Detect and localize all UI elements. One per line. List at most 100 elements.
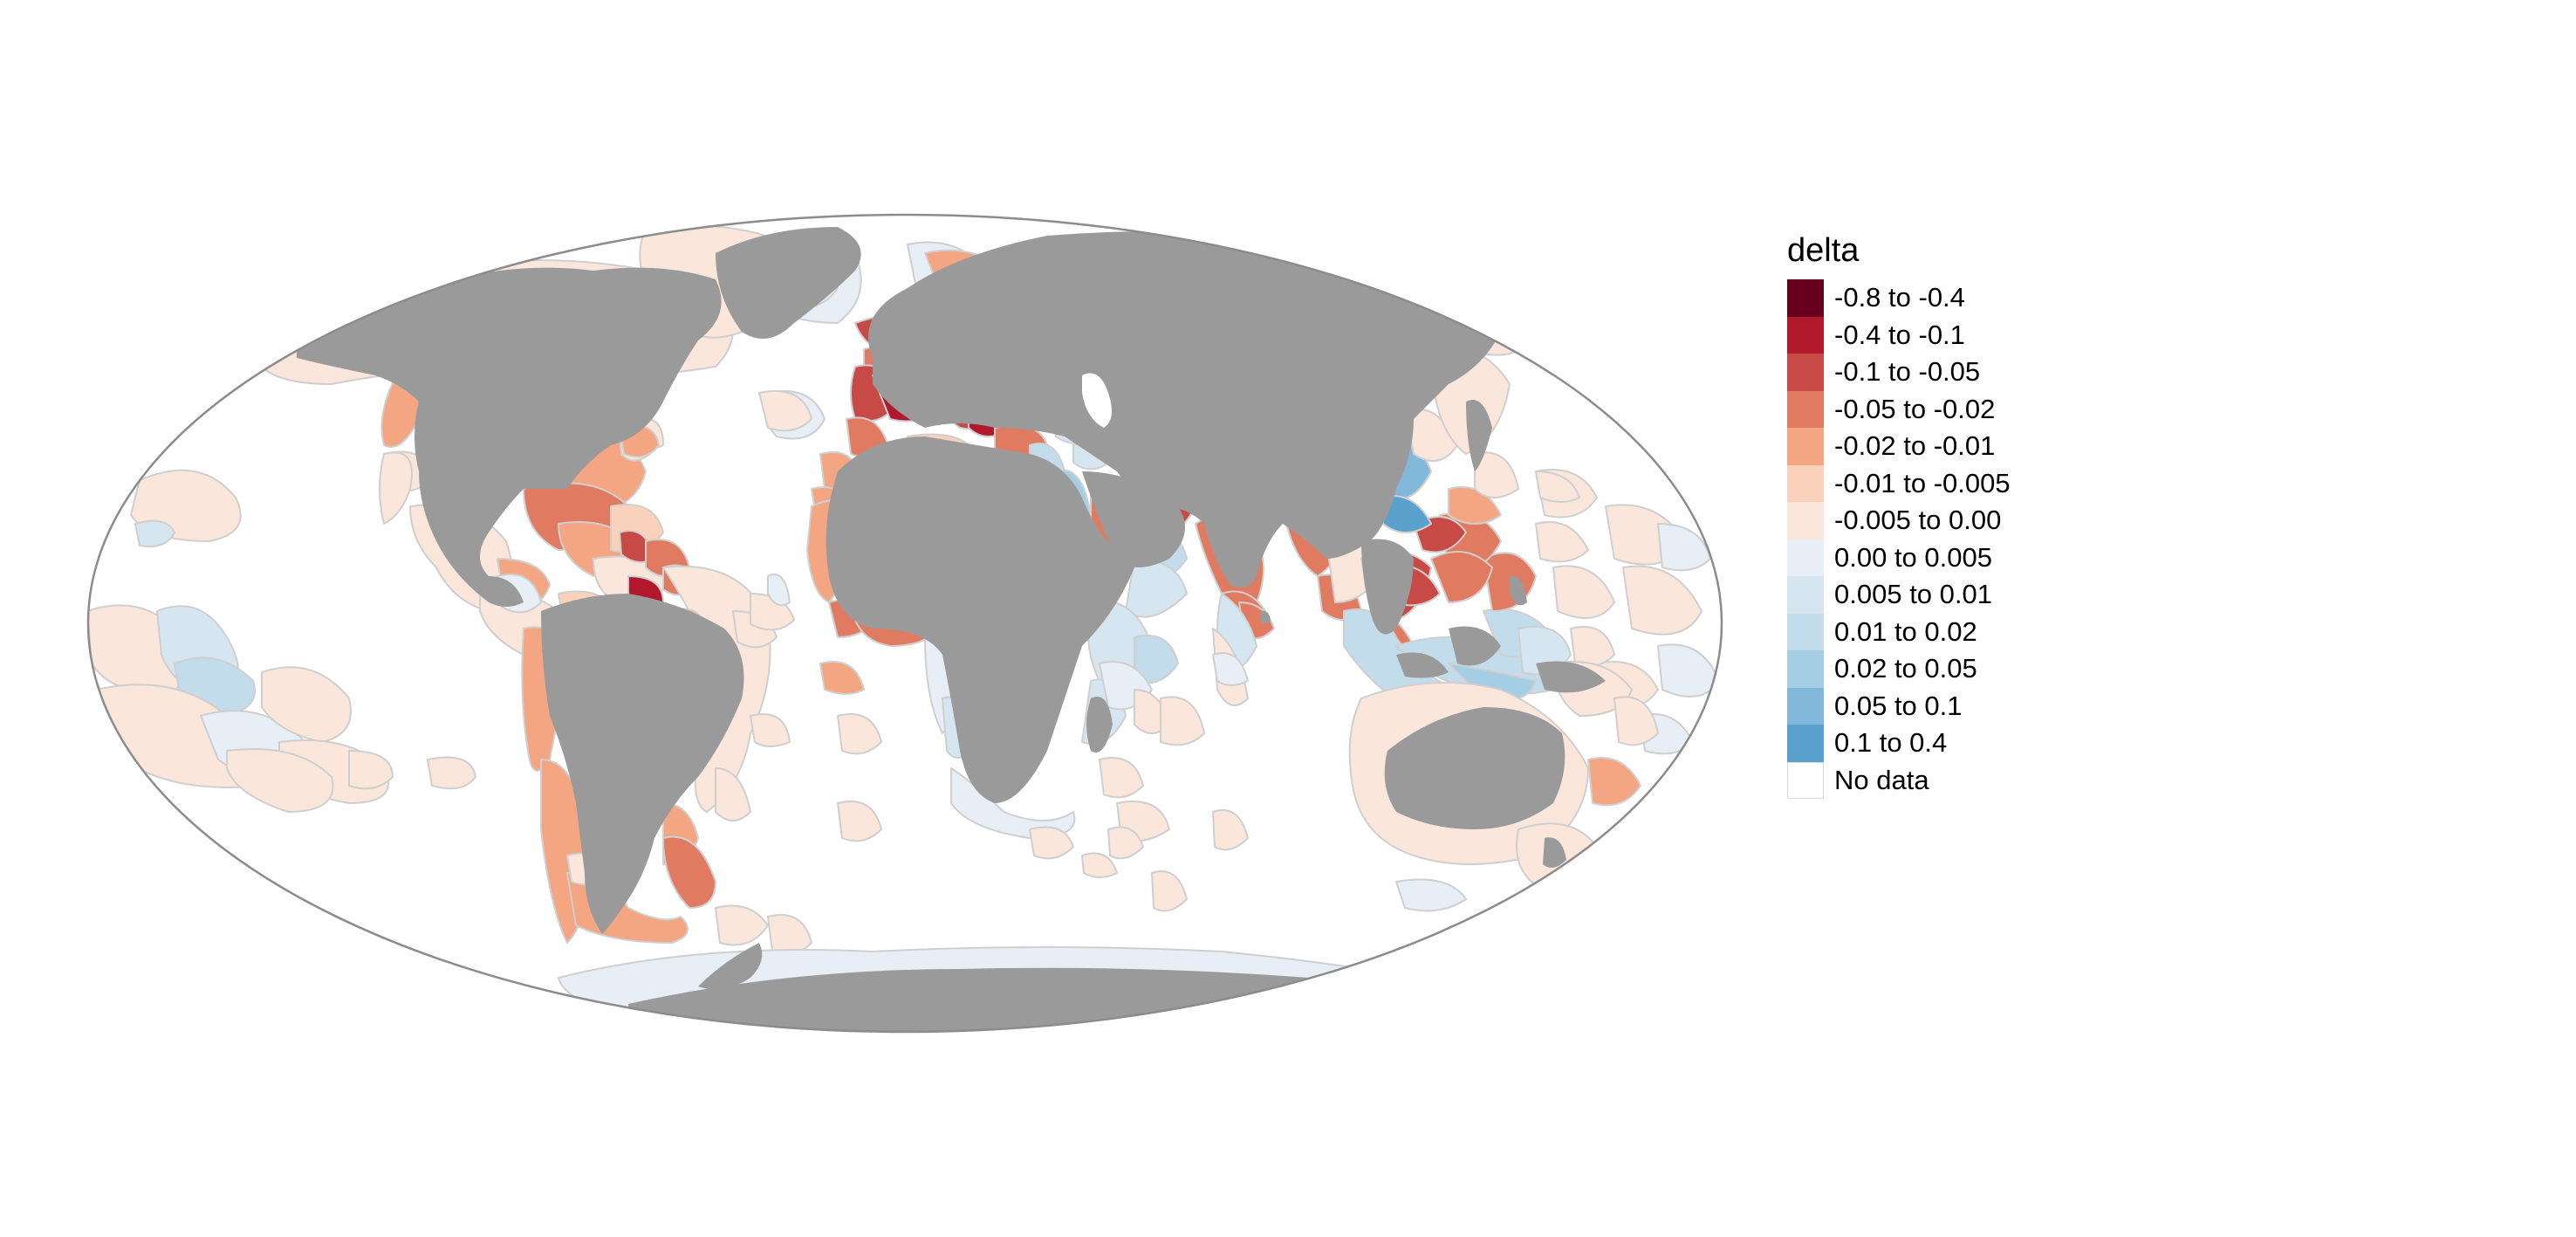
landmass-iceland	[803, 261, 833, 280]
legend-item: -0.005 to 0.00	[1787, 502, 2011, 539]
legend-item: 0.1 to 0.4	[1787, 725, 2011, 762]
eez-region	[1378, 495, 1432, 533]
eez-region	[134, 519, 175, 547]
legend-item: 0.05 to 0.1	[1787, 687, 2011, 725]
legend-label: 0.1 to 0.4	[1834, 727, 1948, 759]
legend-item: -0.05 to -0.02	[1787, 390, 2011, 428]
landmass-arabia	[1082, 471, 1185, 567]
eez-region	[348, 750, 394, 790]
legend-swatch	[1787, 761, 1824, 799]
eez-region	[226, 748, 334, 813]
landmass-south-america	[541, 594, 744, 934]
legend-label: -0.005 to 0.00	[1834, 505, 2002, 536]
landmass-borneo	[1449, 626, 1501, 666]
landmass-philippines	[1510, 575, 1527, 606]
map-legend: delta -0.8 to -0.4 -0.4 to -0.1 -0.1 to -0…	[1787, 234, 2011, 799]
legend-label: 0.02 to 0.05	[1834, 653, 1977, 684]
eez-region	[1151, 870, 1188, 912]
legend-label: 0.005 to 0.01	[1834, 579, 1992, 610]
legend-swatch	[1787, 428, 1824, 465]
legend-swatch	[1787, 390, 1824, 428]
land-masses	[297, 227, 1606, 1032]
landmass-north-america	[297, 267, 722, 607]
legend-label: -0.01 to -0.005	[1834, 467, 2011, 498]
eez-region	[1622, 565, 1702, 636]
eez-region	[715, 767, 751, 821]
eez-region	[1448, 486, 1502, 525]
legend-swatch	[1787, 502, 1824, 539]
legend-label: No data	[1834, 764, 1929, 795]
eez-region	[662, 835, 716, 909]
eez-region	[1212, 809, 1249, 851]
eez-region	[1081, 852, 1118, 878]
legend-swatch	[1787, 613, 1824, 650]
legend-item: No data	[1787, 761, 2011, 799]
legend-label: -0.1 to -0.05	[1834, 356, 1981, 388]
legend-item: 0.01 to 0.02	[1787, 613, 2011, 650]
legend-item: -0.8 to -0.4	[1787, 279, 2011, 317]
landmass-greenland	[716, 227, 861, 339]
eez-region	[715, 904, 769, 946]
eez-region	[379, 451, 413, 525]
eez-region	[1535, 521, 1589, 563]
legend-swatch	[1787, 576, 1824, 614]
eez-region	[1613, 696, 1659, 746]
legend-items: -0.8 to -0.4 -0.4 to -0.1 -0.1 to -0.05 -0.…	[1787, 279, 2011, 799]
landmass-antarctic-peninsula	[698, 943, 763, 990]
eez-region	[767, 574, 791, 607]
legend-label: -0.05 to -0.02	[1834, 393, 1996, 424]
landmass-british-isles	[873, 329, 899, 361]
legend-swatch	[1787, 464, 1824, 502]
eez-region	[1587, 757, 1641, 807]
legend-item: 0.00 to 0.005	[1787, 539, 2011, 576]
landmass-sri-lanka	[1260, 610, 1271, 624]
legend-swatch	[1787, 354, 1824, 391]
eez-region	[1395, 878, 1467, 912]
legend-label: 0.01 to 0.02	[1834, 615, 1977, 647]
legend-swatch	[1787, 539, 1824, 576]
landmass-new-guinea	[1536, 661, 1606, 693]
legend-item: -0.01 to -0.005	[1787, 464, 2011, 502]
eez-region	[758, 390, 812, 432]
legend-swatch	[1787, 279, 1824, 317]
legend-swatch	[1787, 316, 1824, 354]
eez-region	[1430, 551, 1493, 603]
legend-label: -0.4 to -0.1	[1834, 319, 1965, 350]
legend-title: delta	[1787, 232, 1860, 269]
legend-label: 0.00 to 0.005	[1834, 541, 1992, 573]
landmass-indonesia	[1396, 652, 1449, 678]
eez-region	[1657, 523, 1711, 572]
legend-label: -0.8 to -0.4	[1834, 282, 1965, 313]
legend-label: -0.02 to -0.01	[1834, 430, 1996, 462]
legend-item: -0.1 to -0.05	[1787, 354, 2011, 391]
landmass-indochina	[1361, 539, 1414, 635]
caspian-sea	[1082, 373, 1112, 428]
legend-item: -0.02 to -0.01	[1787, 428, 2011, 465]
legend-label: 0.05 to 0.1	[1834, 690, 1963, 721]
legend-swatch	[1787, 687, 1824, 725]
legend-swatch	[1787, 650, 1824, 688]
eez-region	[750, 713, 791, 747]
eez-region	[261, 666, 352, 743]
eez-region	[1107, 826, 1144, 860]
legend-item: 0.02 to 0.05	[1787, 650, 2011, 688]
eez-region	[1099, 757, 1144, 799]
eez-region	[1160, 696, 1205, 746]
landmass-eurasia	[868, 231, 1501, 588]
eez-region	[837, 713, 882, 755]
eez-region	[1474, 451, 1519, 498]
landmass-madagascar	[1086, 697, 1113, 753]
landmass-japan	[1466, 400, 1492, 471]
legend-item: 0.005 to 0.01	[1787, 576, 2011, 614]
eez-region	[837, 801, 882, 842]
eez-region	[1552, 565, 1615, 619]
eez-region	[427, 756, 476, 790]
landmass-australia	[1384, 707, 1565, 829]
eez-region	[1029, 826, 1074, 860]
legend-swatch	[1787, 725, 1824, 762]
globe-outline	[86, 213, 1723, 1034]
eez-region	[1535, 471, 1580, 503]
landmass-new-zealand	[1543, 837, 1566, 868]
eez-region	[819, 661, 865, 695]
